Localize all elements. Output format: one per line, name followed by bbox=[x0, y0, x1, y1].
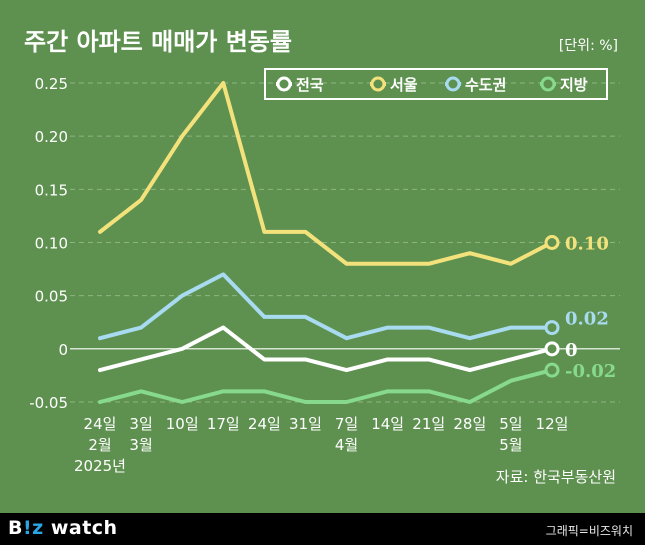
x-tick-label: 21일 bbox=[412, 415, 445, 433]
series-line-지방 bbox=[98, 368, 554, 404]
legend-swatch-marker bbox=[370, 76, 386, 92]
x-tick-label: 17일 bbox=[207, 415, 240, 433]
x-axis-ticks: 24일 2월 2025년 3일 3월 10일 17일 24일 31일 7일 4월 14일 21일 28일 5… bbox=[74, 415, 568, 475]
x-tick-label: 7일 bbox=[335, 415, 358, 433]
end-value-label: 0.02 bbox=[565, 309, 609, 330]
legend-box bbox=[264, 68, 608, 100]
legend: 전국 서울 수도권 지방 bbox=[264, 68, 608, 100]
brand-logo: B!z watch bbox=[8, 517, 118, 539]
brand-suffix: watch bbox=[43, 517, 118, 539]
y-tick-label: 0.15 bbox=[35, 181, 68, 199]
y-tick-label: -0.05 bbox=[29, 394, 68, 412]
y-tick-label: 0.20 bbox=[35, 128, 68, 146]
legend-swatch-marker bbox=[276, 76, 292, 92]
x-tick-label: 2025년 bbox=[74, 457, 126, 475]
series-line-서울 bbox=[98, 81, 554, 266]
y-tick-label: 0.10 bbox=[35, 235, 68, 253]
end-point-marker bbox=[544, 235, 560, 250]
line-chart: 주간 아파트 매매가 변동률 [단위: %] 0.250.200.150.100… bbox=[0, 0, 645, 513]
end-labels: 0.10 0.02 -0.020 bbox=[565, 234, 616, 383]
end-value-label: 0.10 bbox=[565, 234, 609, 255]
x-tick-label: 5일 bbox=[499, 415, 522, 433]
brand-accent: !z bbox=[22, 517, 44, 539]
end-point-marker bbox=[544, 320, 560, 336]
y-tick-label: 0.05 bbox=[35, 288, 68, 306]
legend-swatch-marker bbox=[445, 76, 461, 92]
x-tick-label: 12일 bbox=[536, 415, 569, 433]
series-lines bbox=[98, 81, 560, 404]
series-line-수도권 bbox=[98, 272, 554, 341]
y-axis-ticks: 0.25 0.20 0.15 0.10 0.05 0 -0.05 bbox=[29, 75, 68, 412]
legend-swatch-marker bbox=[540, 76, 556, 92]
end-value-label: 0 bbox=[565, 340, 578, 361]
x-tick-label: 24일 bbox=[248, 415, 281, 433]
brand-prefix: B bbox=[8, 517, 23, 539]
end-value-label: -0.02 bbox=[565, 361, 616, 382]
x-tick-label: 24일 bbox=[84, 415, 117, 433]
x-tick-label: 10일 bbox=[166, 415, 199, 433]
end-point-marker bbox=[544, 341, 560, 357]
x-tick-label: 31일 bbox=[289, 415, 322, 433]
x-tick-label: 28일 bbox=[453, 415, 486, 433]
x-tick-label: 5월 bbox=[499, 436, 522, 454]
end-point-marker bbox=[544, 362, 560, 378]
legend-label: 전국 bbox=[296, 76, 324, 94]
unit-label: [단위: %] bbox=[559, 38, 618, 54]
series-line-전국 bbox=[98, 325, 554, 373]
x-tick-label: 3월 bbox=[129, 436, 152, 454]
legend-label: 서울 bbox=[390, 76, 418, 94]
footer-bar: B!z watch 그래픽=비즈워치 bbox=[0, 513, 645, 545]
x-tick-label: 2월 bbox=[88, 436, 111, 454]
grid-lines bbox=[70, 82, 620, 403]
graphic-credit: 그래픽=비즈워치 bbox=[545, 524, 633, 538]
y-tick-label: 0 bbox=[58, 341, 68, 359]
y-tick-label: 0.25 bbox=[35, 75, 68, 93]
x-tick-label: 4월 bbox=[335, 436, 358, 454]
legend-label: 수도권 bbox=[465, 76, 506, 94]
x-tick-label: 14일 bbox=[371, 415, 404, 433]
x-tick-label: 3일 bbox=[129, 415, 152, 433]
source-note: 자료: 한국부동산원 bbox=[496, 468, 616, 486]
chart-background bbox=[0, 0, 645, 513]
legend-label: 지방 bbox=[560, 76, 588, 94]
chart-title: 주간 아파트 매매가 변동률 bbox=[24, 28, 292, 56]
